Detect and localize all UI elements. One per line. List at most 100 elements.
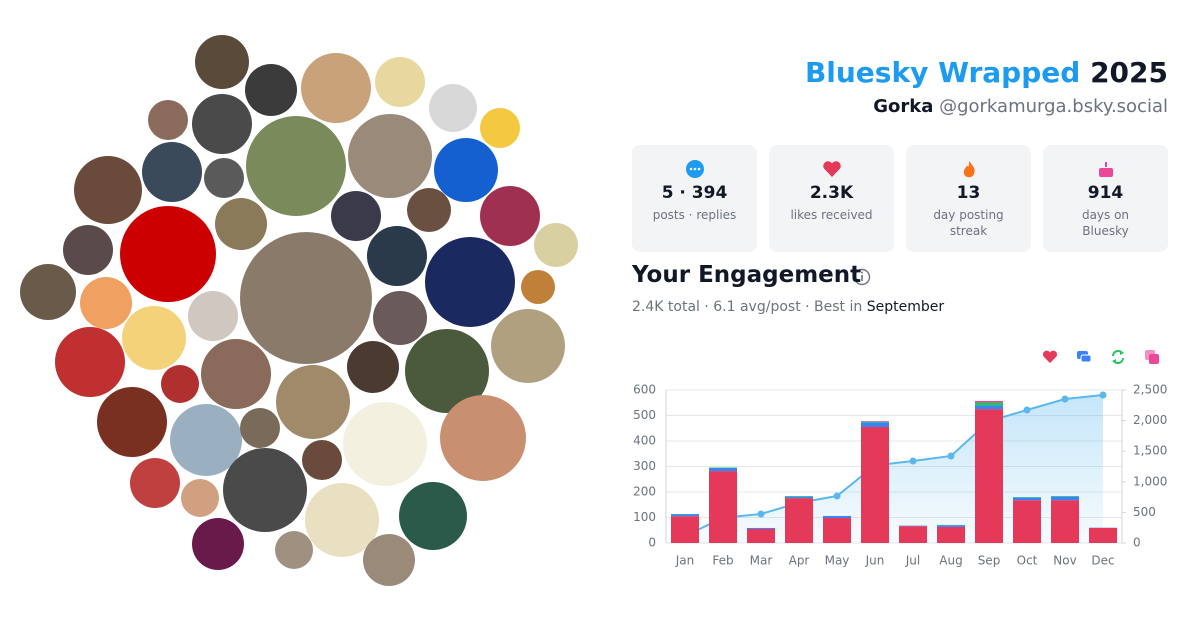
avatar <box>425 237 515 327</box>
avatar <box>246 116 346 216</box>
line-point <box>909 457 917 465</box>
y2-tick-label: 500 <box>1133 505 1156 519</box>
avatar <box>188 291 238 341</box>
bar-segment <box>785 496 813 497</box>
best-month: September <box>866 299 945 315</box>
avatar <box>347 341 399 393</box>
x-tick-label: Nov <box>1053 554 1076 568</box>
avatar <box>348 114 432 198</box>
avatar <box>302 440 342 480</box>
x-tick-label: Mar <box>750 554 773 568</box>
avatar <box>343 402 427 486</box>
avatar <box>275 531 313 569</box>
avatar <box>301 53 371 123</box>
stat-label: day posting streak <box>933 208 1004 238</box>
x-tick-label: Jul <box>905 554 920 568</box>
stat-card: 914 days on Bluesky <box>1043 145 1168 252</box>
x-tick-label: Dec <box>1091 554 1114 568</box>
legend-icon <box>1145 350 1159 364</box>
bar-segment <box>671 516 699 543</box>
icon <box>685 160 704 178</box>
avatar <box>245 64 297 116</box>
avatar <box>120 206 216 302</box>
y-tick-label: 400 <box>633 434 656 448</box>
bar-segment <box>975 400 1003 403</box>
y2-tick-label: 2,500 <box>1133 383 1167 397</box>
y2-tick-label: 2,000 <box>1133 413 1167 427</box>
y-tick-label: 200 <box>633 485 656 499</box>
y2-tick-label: 1,000 <box>1133 474 1167 488</box>
bar-segment <box>1089 527 1117 543</box>
bar-segment <box>899 525 927 527</box>
title-brand: Bluesky Wrapped <box>804 56 1081 89</box>
avatar <box>223 448 307 532</box>
stat-value: 13 <box>956 183 981 203</box>
avatar <box>331 191 381 241</box>
bar-segment <box>785 498 813 543</box>
avatar <box>195 35 249 89</box>
legend-icon <box>1112 350 1124 364</box>
y-tick-label: 500 <box>633 408 656 422</box>
avatar <box>373 291 427 345</box>
bar-segment <box>937 525 965 527</box>
bar-segment <box>747 527 775 529</box>
bar-segment <box>709 471 737 543</box>
engagement-chart: 0 100 200 300 400 500 600 0 500 1,000 1,500 2,000 2,… <box>633 350 1167 568</box>
line-point <box>947 452 955 460</box>
avatar <box>148 100 188 140</box>
avatar <box>405 329 489 413</box>
avatar <box>74 156 142 224</box>
avatar <box>429 84 477 132</box>
avatar <box>201 339 271 409</box>
avatar <box>215 198 267 250</box>
avatar <box>130 458 180 508</box>
legend-icon <box>1042 350 1058 363</box>
avatar <box>521 270 555 304</box>
user: Gorka @gorkamurga.bsky.social <box>873 96 1168 117</box>
x-tick-label: Feb <box>712 554 733 568</box>
x-tick-label: Aug <box>939 554 962 568</box>
bar-segment <box>861 421 889 423</box>
stat-card: 13 day posting streak <box>906 145 1031 252</box>
x-tick-label: Sep <box>978 554 1001 568</box>
bar-segment <box>1051 496 1079 497</box>
avatar <box>305 483 379 557</box>
x-tick-label: Apr <box>789 554 810 568</box>
bar-segment <box>709 467 737 469</box>
summary-text: 2.4K total · 6.1 avg/post · Best in <box>632 299 863 315</box>
avatar <box>367 226 427 286</box>
avatar <box>407 188 451 232</box>
avatar <box>161 365 199 403</box>
bar-segment <box>823 518 851 543</box>
bar-segment <box>823 515 851 519</box>
line-point <box>833 492 841 500</box>
stat-label: days on Bluesky <box>1081 208 1130 238</box>
avatar <box>434 138 498 202</box>
avatar <box>142 142 202 202</box>
line-point <box>1061 395 1069 403</box>
avatar <box>240 232 372 364</box>
title-year: 2025 <box>1090 56 1168 89</box>
x-tick-label: Jun <box>865 554 885 568</box>
avatar-cloud <box>20 35 578 586</box>
section-title: Your Engagement <box>632 262 862 288</box>
avatar <box>276 365 350 439</box>
stat-label: posts · replies <box>652 208 737 222</box>
bar-segment <box>975 409 1003 543</box>
icon <box>822 161 841 177</box>
x-tick-label: May <box>825 554 850 568</box>
bar-segment <box>937 526 965 543</box>
bar-segment <box>709 468 737 472</box>
y2-tick-label: 0 <box>1133 536 1141 550</box>
y-tick-label: 100 <box>633 510 656 524</box>
user-name: Gorka <box>873 96 934 117</box>
avatar <box>375 57 425 107</box>
bar-segment <box>861 421 889 422</box>
avatar <box>63 225 113 275</box>
bar-segment <box>785 496 813 499</box>
bar-segment <box>747 528 775 543</box>
bar-segment <box>975 405 1003 410</box>
y-tick-label: 300 <box>633 459 656 473</box>
